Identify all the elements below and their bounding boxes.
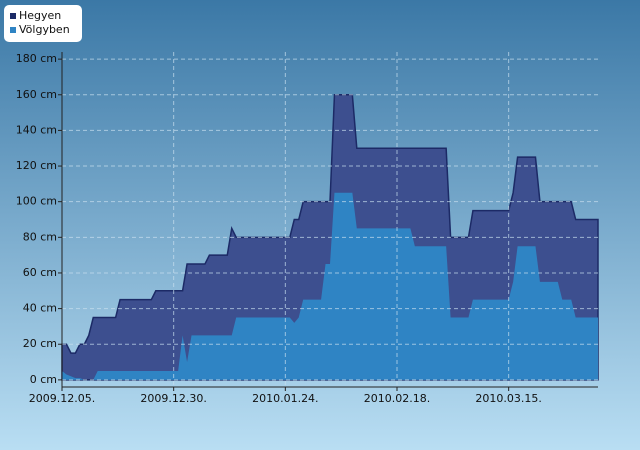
x-tick-label: 2010.01.24. xyxy=(252,392,318,405)
legend-label: Völgyben xyxy=(19,23,70,36)
legend-label: Hegyen xyxy=(19,9,61,22)
y-tick-label: 40 cm xyxy=(23,302,57,315)
y-tick-label: 120 cm xyxy=(16,159,57,172)
y-tick-label: 140 cm xyxy=(16,123,57,136)
x-tick-label: 2010.03.15. xyxy=(475,392,541,405)
x-tick-label: 2009.12.05. xyxy=(29,392,95,405)
x-tick-label: 2009.12.30. xyxy=(140,392,206,405)
legend-swatch xyxy=(10,27,16,33)
area xyxy=(62,192,598,380)
y-tick-label: 160 cm xyxy=(16,88,57,101)
y-tick-label: 20 cm xyxy=(23,337,57,350)
y-tick-label: 100 cm xyxy=(16,195,57,208)
y-tick-label: 0 cm xyxy=(30,373,57,386)
x-tick-label: 2010.02.18. xyxy=(364,392,430,405)
y-tick-label: 180 cm xyxy=(16,52,57,65)
legend-swatch xyxy=(10,13,16,19)
y-tick-label: 60 cm xyxy=(23,266,57,279)
legend xyxy=(4,5,82,42)
y-tick-label: 80 cm xyxy=(23,230,57,243)
